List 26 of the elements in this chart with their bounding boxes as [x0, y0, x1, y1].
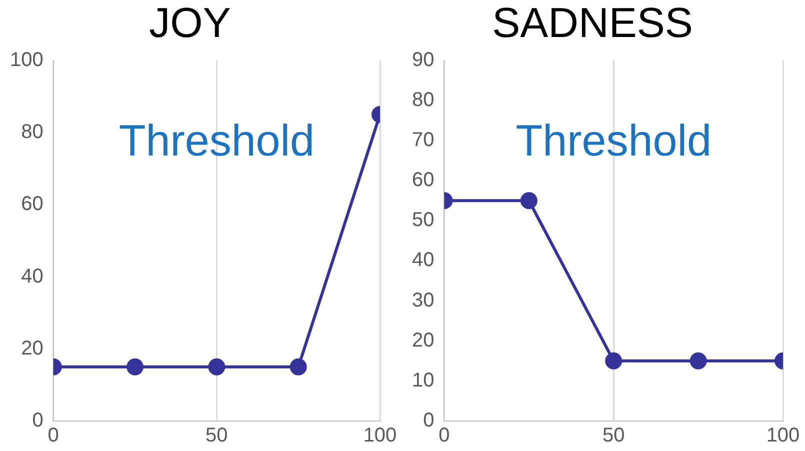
y-tick-label: 90	[412, 48, 434, 71]
annotation: Threshold	[118, 116, 315, 166]
x-tick-label: 100	[766, 424, 800, 447]
y-tick-label: 0	[32, 410, 44, 432]
y-tick-label: 10	[412, 369, 434, 392]
y-tick-label: 60	[21, 193, 44, 216]
chart-title: JOY	[149, 0, 231, 46]
y-tick-label: 100	[10, 48, 44, 71]
y-tick-label: 80	[412, 88, 434, 111]
x-tick-label: 0	[438, 424, 450, 447]
y-tick-label: 50	[412, 209, 434, 232]
y-tick-label: 60	[412, 169, 434, 192]
y-tick-label: 40	[21, 265, 44, 288]
y-tick-label: 30	[412, 289, 434, 312]
x-tick-label: 0	[48, 424, 59, 447]
y-tick-label: 40	[412, 249, 434, 272]
x-tick-label: 100	[363, 424, 397, 447]
annotation: Threshold	[516, 116, 712, 166]
x-tick-label: 50	[602, 424, 625, 447]
y-tick-label: 70	[412, 129, 434, 152]
y-tick-label: 0	[423, 410, 434, 432]
x-tick-label: 50	[206, 424, 228, 447]
y-tick-label: 20	[21, 337, 44, 360]
chart-title: SADNESS	[492, 0, 693, 46]
y-tick-label: 20	[412, 329, 434, 352]
y-tick-label: 80	[21, 121, 44, 144]
